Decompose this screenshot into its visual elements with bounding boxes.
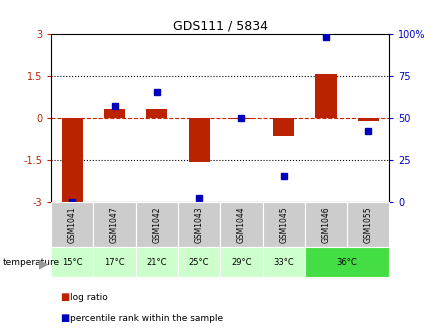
Bar (358, 118, 379, 121)
Bar (273, 118, 294, 136)
Text: GSM1041: GSM1041 (68, 206, 77, 243)
Text: log ratio: log ratio (70, 293, 108, 302)
Text: GSM1043: GSM1043 (194, 206, 204, 243)
Text: ■: ■ (60, 312, 69, 323)
Bar (146, 109, 167, 118)
Text: 21°C: 21°C (146, 258, 167, 266)
Text: temperature: temperature (2, 258, 59, 266)
Text: 15°C: 15°C (62, 258, 83, 266)
Text: GSM1045: GSM1045 (279, 206, 288, 243)
Bar (231, 118, 252, 119)
Bar (316, 74, 336, 118)
Text: 36°C: 36°C (337, 258, 357, 266)
Text: GSM1042: GSM1042 (152, 206, 162, 243)
Text: GSM1047: GSM1047 (110, 206, 119, 243)
Text: 29°C: 29°C (231, 258, 252, 266)
Text: GSM1046: GSM1046 (321, 206, 331, 243)
Text: 25°C: 25°C (189, 258, 210, 266)
Title: GDS111 / 5834: GDS111 / 5834 (173, 19, 268, 33)
Text: ▶: ▶ (39, 257, 49, 270)
Text: GSM1044: GSM1044 (237, 206, 246, 243)
Text: 33°C: 33°C (273, 258, 294, 266)
Text: GSM1055: GSM1055 (364, 206, 373, 243)
Text: percentile rank within the sample: percentile rank within the sample (70, 313, 223, 323)
Text: ■: ■ (60, 292, 69, 302)
Bar (104, 109, 125, 118)
Bar (62, 118, 83, 202)
Bar (189, 118, 210, 162)
Text: 17°C: 17°C (104, 258, 125, 266)
